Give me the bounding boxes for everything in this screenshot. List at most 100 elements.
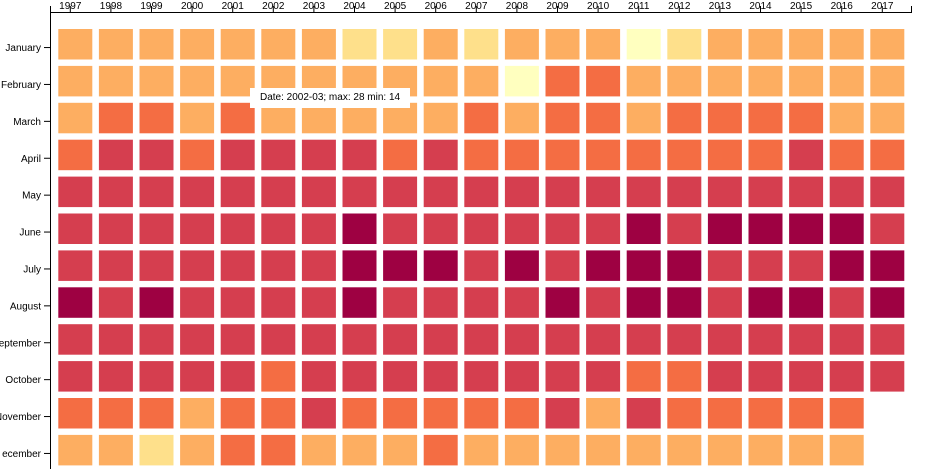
heatmap-cell[interactable]	[464, 361, 499, 392]
heatmap-cell[interactable]	[139, 250, 174, 281]
heatmap-cell[interactable]	[301, 176, 336, 208]
heatmap-cell[interactable]	[423, 287, 458, 318]
heatmap-cell[interactable]	[707, 398, 742, 429]
heatmap-cell[interactable]	[139, 102, 174, 134]
heatmap-cell[interactable]	[829, 361, 864, 392]
heatmap-cell[interactable]	[748, 139, 783, 171]
heatmap-cell[interactable]	[98, 324, 133, 355]
heatmap-cell[interactable]	[667, 398, 702, 429]
heatmap-cell[interactable]	[707, 29, 742, 60]
heatmap-cell[interactable]	[220, 139, 255, 171]
heatmap-cell[interactable]	[220, 176, 255, 208]
heatmap-cell[interactable]	[139, 213, 174, 245]
heatmap-cell[interactable]	[545, 434, 580, 466]
heatmap-cell[interactable]	[829, 434, 864, 466]
heatmap-cell[interactable]	[870, 287, 905, 318]
heatmap-cell[interactable]	[870, 29, 905, 60]
heatmap-cell[interactable]	[261, 434, 296, 466]
heatmap-cell[interactable]	[707, 361, 742, 392]
heatmap-cell[interactable]	[220, 102, 255, 134]
heatmap-cell[interactable]	[707, 65, 742, 97]
heatmap-cell[interactable]	[667, 250, 702, 281]
heatmap-cell[interactable]	[139, 324, 174, 355]
heatmap-cell[interactable]	[626, 139, 661, 171]
heatmap-cell[interactable]	[870, 65, 905, 97]
heatmap-cell[interactable]	[789, 29, 824, 60]
heatmap-cell[interactable]	[667, 65, 702, 97]
heatmap-cell[interactable]	[98, 361, 133, 392]
heatmap-cell[interactable]	[342, 176, 377, 208]
heatmap-cell[interactable]	[586, 65, 621, 97]
heatmap-cell[interactable]	[504, 213, 539, 245]
heatmap-cell[interactable]	[220, 250, 255, 281]
heatmap-cell[interactable]	[667, 361, 702, 392]
heatmap-cell[interactable]	[870, 213, 905, 245]
heatmap-cell[interactable]	[220, 29, 255, 60]
heatmap-cell[interactable]	[423, 102, 458, 134]
heatmap-cell[interactable]	[220, 434, 255, 466]
heatmap-cell[interactable]	[748, 250, 783, 281]
heatmap-cell[interactable]	[586, 398, 621, 429]
heatmap-cell[interactable]	[464, 250, 499, 281]
heatmap-cell[interactable]	[58, 287, 93, 318]
heatmap-cell[interactable]	[301, 361, 336, 392]
heatmap-cell[interactable]	[789, 102, 824, 134]
heatmap-cell[interactable]	[342, 250, 377, 281]
heatmap-cell[interactable]	[139, 434, 174, 466]
heatmap-cell[interactable]	[870, 139, 905, 171]
heatmap-cell[interactable]	[301, 398, 336, 429]
heatmap-cell[interactable]	[261, 139, 296, 171]
heatmap-cell[interactable]	[626, 361, 661, 392]
heatmap-cell[interactable]	[180, 213, 215, 245]
heatmap-cell[interactable]	[829, 324, 864, 355]
heatmap-cell[interactable]	[342, 29, 377, 60]
heatmap-cell[interactable]	[545, 213, 580, 245]
heatmap-cell[interactable]	[423, 65, 458, 97]
heatmap-cell[interactable]	[423, 139, 458, 171]
heatmap-cell[interactable]	[261, 398, 296, 429]
heatmap-cell[interactable]	[870, 324, 905, 355]
heatmap-cell[interactable]	[586, 176, 621, 208]
heatmap-cell[interactable]	[626, 65, 661, 97]
heatmap-cell[interactable]	[748, 324, 783, 355]
heatmap-cell[interactable]	[220, 213, 255, 245]
heatmap-cell[interactable]	[342, 361, 377, 392]
heatmap-cell[interactable]	[423, 213, 458, 245]
heatmap-cell[interactable]	[301, 324, 336, 355]
heatmap-cell[interactable]	[180, 361, 215, 392]
heatmap-cell[interactable]	[829, 213, 864, 245]
heatmap-cell[interactable]	[180, 65, 215, 97]
heatmap-cell[interactable]	[586, 324, 621, 355]
heatmap-cell[interactable]	[464, 287, 499, 318]
heatmap-cell[interactable]	[383, 176, 418, 208]
heatmap-cell[interactable]	[586, 213, 621, 245]
heatmap-cell[interactable]	[626, 250, 661, 281]
heatmap-cell[interactable]	[58, 213, 93, 245]
heatmap-cell[interactable]	[139, 361, 174, 392]
heatmap-cell[interactable]	[545, 29, 580, 60]
heatmap-cell[interactable]	[98, 176, 133, 208]
heatmap-cell[interactable]	[829, 29, 864, 60]
heatmap-cell[interactable]	[545, 250, 580, 281]
heatmap-cell[interactable]	[261, 287, 296, 318]
heatmap-cell[interactable]	[301, 139, 336, 171]
heatmap-cell[interactable]	[261, 29, 296, 60]
heatmap-cell[interactable]	[98, 250, 133, 281]
heatmap-cell[interactable]	[748, 361, 783, 392]
heatmap-cell[interactable]	[748, 213, 783, 245]
heatmap-cell[interactable]	[504, 250, 539, 281]
heatmap-cell[interactable]	[180, 250, 215, 281]
heatmap-cell[interactable]	[667, 139, 702, 171]
heatmap-cell[interactable]	[464, 102, 499, 134]
heatmap-cell[interactable]	[423, 29, 458, 60]
heatmap-cell[interactable]	[545, 139, 580, 171]
heatmap-cell[interactable]	[464, 29, 499, 60]
heatmap-cell[interactable]	[545, 324, 580, 355]
heatmap-cell[interactable]	[748, 65, 783, 97]
heatmap-cell[interactable]	[423, 250, 458, 281]
heatmap-cell[interactable]	[58, 29, 93, 60]
heatmap-cell[interactable]	[667, 213, 702, 245]
heatmap-cell[interactable]	[626, 102, 661, 134]
heatmap-cell[interactable]	[626, 324, 661, 355]
heatmap-cell[interactable]	[139, 176, 174, 208]
